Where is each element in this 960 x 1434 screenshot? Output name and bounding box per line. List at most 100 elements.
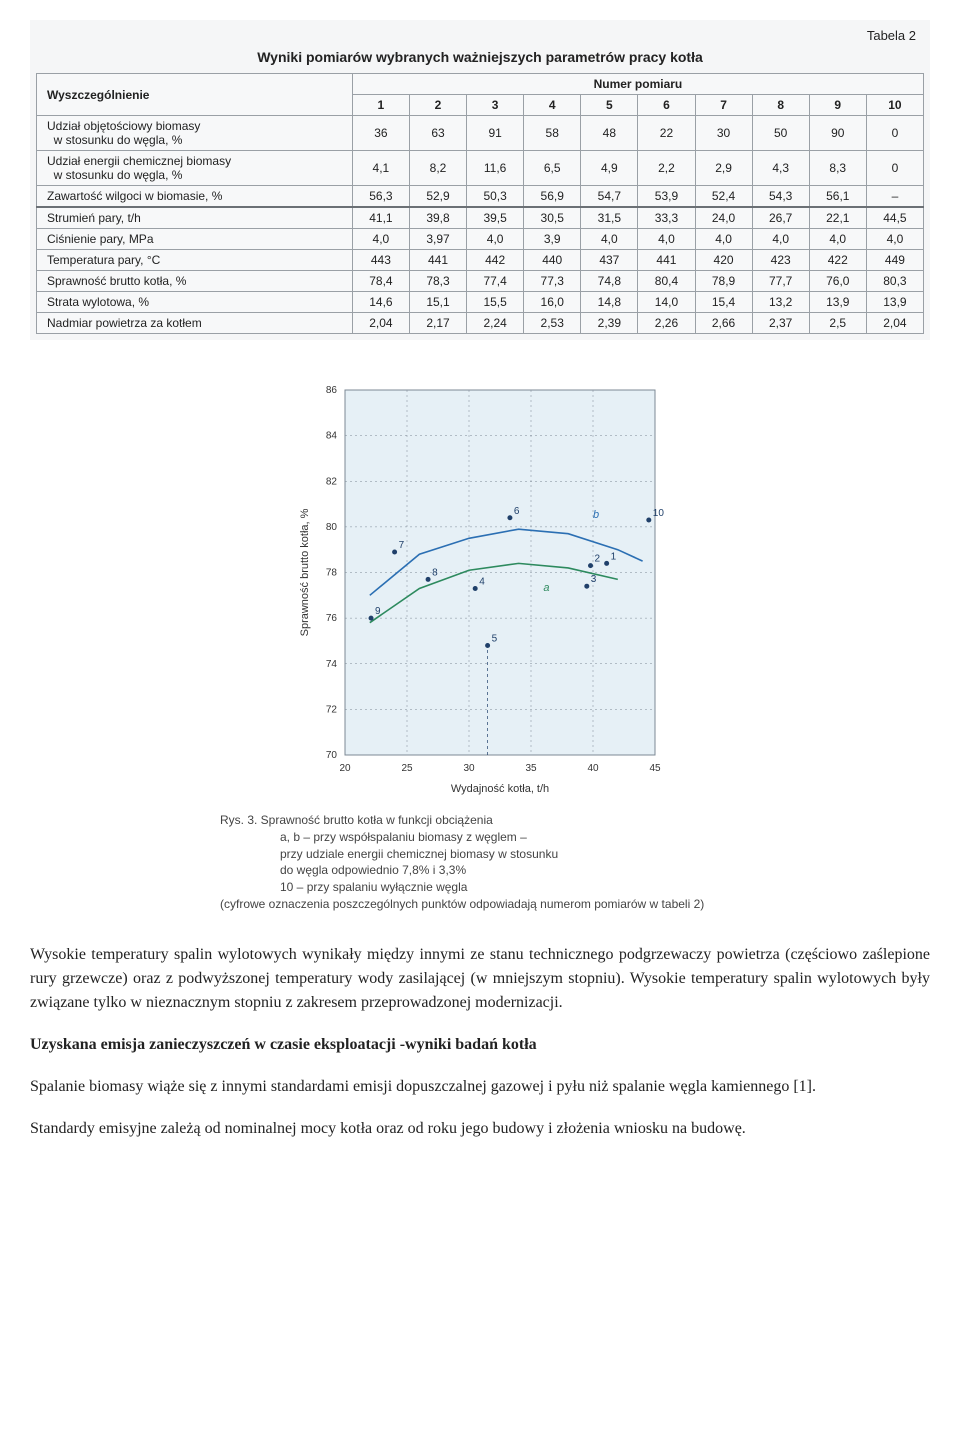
table-cell: 2,53 <box>524 313 581 334</box>
efficiency-chart: 202530354045707274767880828486ba12345678… <box>270 380 690 800</box>
table-cell: 77,3 <box>524 271 581 292</box>
table-cell: 4,9 <box>581 151 638 186</box>
table-cell: 8,2 <box>409 151 466 186</box>
table-cell: 441 <box>409 250 466 271</box>
paragraph: Wysokie temperatury spalin wylotowych wy… <box>30 943 930 1015</box>
paragraph: Standardy emisyjne zależą od nominalnej … <box>30 1117 930 1141</box>
table-cell: 76,0 <box>809 271 866 292</box>
table-cell: 54,7 <box>581 186 638 208</box>
table-cell: 2,9 <box>695 151 752 186</box>
svg-text:1: 1 <box>611 551 617 562</box>
table-cell: 78,3 <box>409 271 466 292</box>
table-cell: 31,5 <box>581 207 638 229</box>
table-cell: 52,4 <box>695 186 752 208</box>
table-title: Wyniki pomiarów wybranych ważniejszych p… <box>36 45 924 73</box>
results-table: Wyszczególnienie Numer pomiaru 123456789… <box>36 73 924 334</box>
svg-text:82: 82 <box>326 476 338 487</box>
table-cell: 0 <box>866 116 923 151</box>
table-cell: 63 <box>409 116 466 151</box>
table-cell: 4,0 <box>581 229 638 250</box>
table-row: Nadmiar powietrza za kotłem2,042,172,242… <box>37 313 924 334</box>
table-cell: 14,8 <box>581 292 638 313</box>
svg-text:25: 25 <box>401 763 413 774</box>
table-col-num: 3 <box>467 95 524 116</box>
svg-text:72: 72 <box>326 704 338 715</box>
table-col-num: 7 <box>695 95 752 116</box>
figure-caption: Rys. 3. Sprawność brutto kotła w funkcji… <box>220 812 740 913</box>
table-cell: 441 <box>638 250 695 271</box>
table-cell: 2,5 <box>809 313 866 334</box>
svg-text:78: 78 <box>326 568 338 579</box>
svg-text:86: 86 <box>326 385 338 396</box>
svg-text:70: 70 <box>326 750 338 761</box>
table-cell: 3,97 <box>409 229 466 250</box>
table-row: Strata wylotowa, %14,615,115,516,014,814… <box>37 292 924 313</box>
table-col-num: 2 <box>409 95 466 116</box>
table-cell: 39,8 <box>409 207 466 229</box>
table-cell: 4,0 <box>809 229 866 250</box>
table-row: Udział energii chemicznej biomasy w stos… <box>37 151 924 186</box>
table-cell: 30 <box>695 116 752 151</box>
table-row-label: Ciśnienie pary, MPa <box>37 229 353 250</box>
svg-text:45: 45 <box>649 763 661 774</box>
svg-text:20: 20 <box>339 763 351 774</box>
table-cell: 14,0 <box>638 292 695 313</box>
table-col-num: 10 <box>866 95 923 116</box>
table-cell: 52,9 <box>409 186 466 208</box>
table-cell: 15,5 <box>467 292 524 313</box>
table-cell: 30,5 <box>524 207 581 229</box>
table-cell: 2,24 <box>467 313 524 334</box>
table-rowheader-title: Wyszczególnienie <box>37 74 353 116</box>
chart-svg: 202530354045707274767880828486ba12345678… <box>290 380 670 800</box>
table-cell: 4,3 <box>752 151 809 186</box>
table-row-label: Strumień pary, t/h <box>37 207 353 229</box>
table-row-label: Temperatura pary, °C <box>37 250 353 271</box>
caption-lead: Rys. 3. Sprawność brutto kotła w funkcji… <box>220 812 740 829</box>
table-cell: 80,4 <box>638 271 695 292</box>
table-col-num: 9 <box>809 95 866 116</box>
svg-text:3: 3 <box>591 574 597 585</box>
table-cell: 449 <box>866 250 923 271</box>
table-cell: 2,2 <box>638 151 695 186</box>
table-row: Strumień pary, t/h41,139,839,530,531,533… <box>37 207 924 229</box>
table-cell: 24,0 <box>695 207 752 229</box>
table-cell: 4,0 <box>866 229 923 250</box>
table-cell: 74,8 <box>581 271 638 292</box>
svg-text:40: 40 <box>587 763 599 774</box>
table-cell: 48 <box>581 116 638 151</box>
table-cell: 6,5 <box>524 151 581 186</box>
table-cell: 58 <box>524 116 581 151</box>
table-cell: 80,3 <box>866 271 923 292</box>
caption-line: 10 – przy spalaniu wyłącznie węgla <box>280 880 467 894</box>
table-row-label: Zawartość wilgoci w biomasie, % <box>37 186 353 208</box>
table-row: Temperatura pary, °C44344144244043744142… <box>37 250 924 271</box>
svg-text:80: 80 <box>326 522 338 533</box>
table-cell: 8,3 <box>809 151 866 186</box>
table-cell: 443 <box>352 250 409 271</box>
table-cell: 4,0 <box>752 229 809 250</box>
table-cell: 2,17 <box>409 313 466 334</box>
table-cell: 78,4 <box>352 271 409 292</box>
table-cell: 2,04 <box>352 313 409 334</box>
table-cell: 4,1 <box>352 151 409 186</box>
table-cell: 2,37 <box>752 313 809 334</box>
svg-text:Wydajność kotła, t/h: Wydajność kotła, t/h <box>451 783 549 795</box>
svg-text:7: 7 <box>399 540 405 551</box>
table-cell: 54,3 <box>752 186 809 208</box>
table-cell: 56,9 <box>524 186 581 208</box>
table-cell: 4,0 <box>467 229 524 250</box>
table-cell: 423 <box>752 250 809 271</box>
table-cell: 422 <box>809 250 866 271</box>
table-cell: 4,0 <box>695 229 752 250</box>
table-cell: 3,9 <box>524 229 581 250</box>
table-cell: 15,1 <box>409 292 466 313</box>
section-heading: Uzyskana emisja zanieczyszczeń w czasie … <box>30 1033 930 1057</box>
table-col-num: 4 <box>524 95 581 116</box>
table-cell: 11,6 <box>467 151 524 186</box>
svg-text:Sprawność brutto kotła, %: Sprawność brutto kotła, % <box>299 508 311 636</box>
table-cell: 4,0 <box>352 229 409 250</box>
table-cell: 77,4 <box>467 271 524 292</box>
svg-text:10: 10 <box>653 508 665 519</box>
svg-text:30: 30 <box>463 763 475 774</box>
table-cell: 2,66 <box>695 313 752 334</box>
